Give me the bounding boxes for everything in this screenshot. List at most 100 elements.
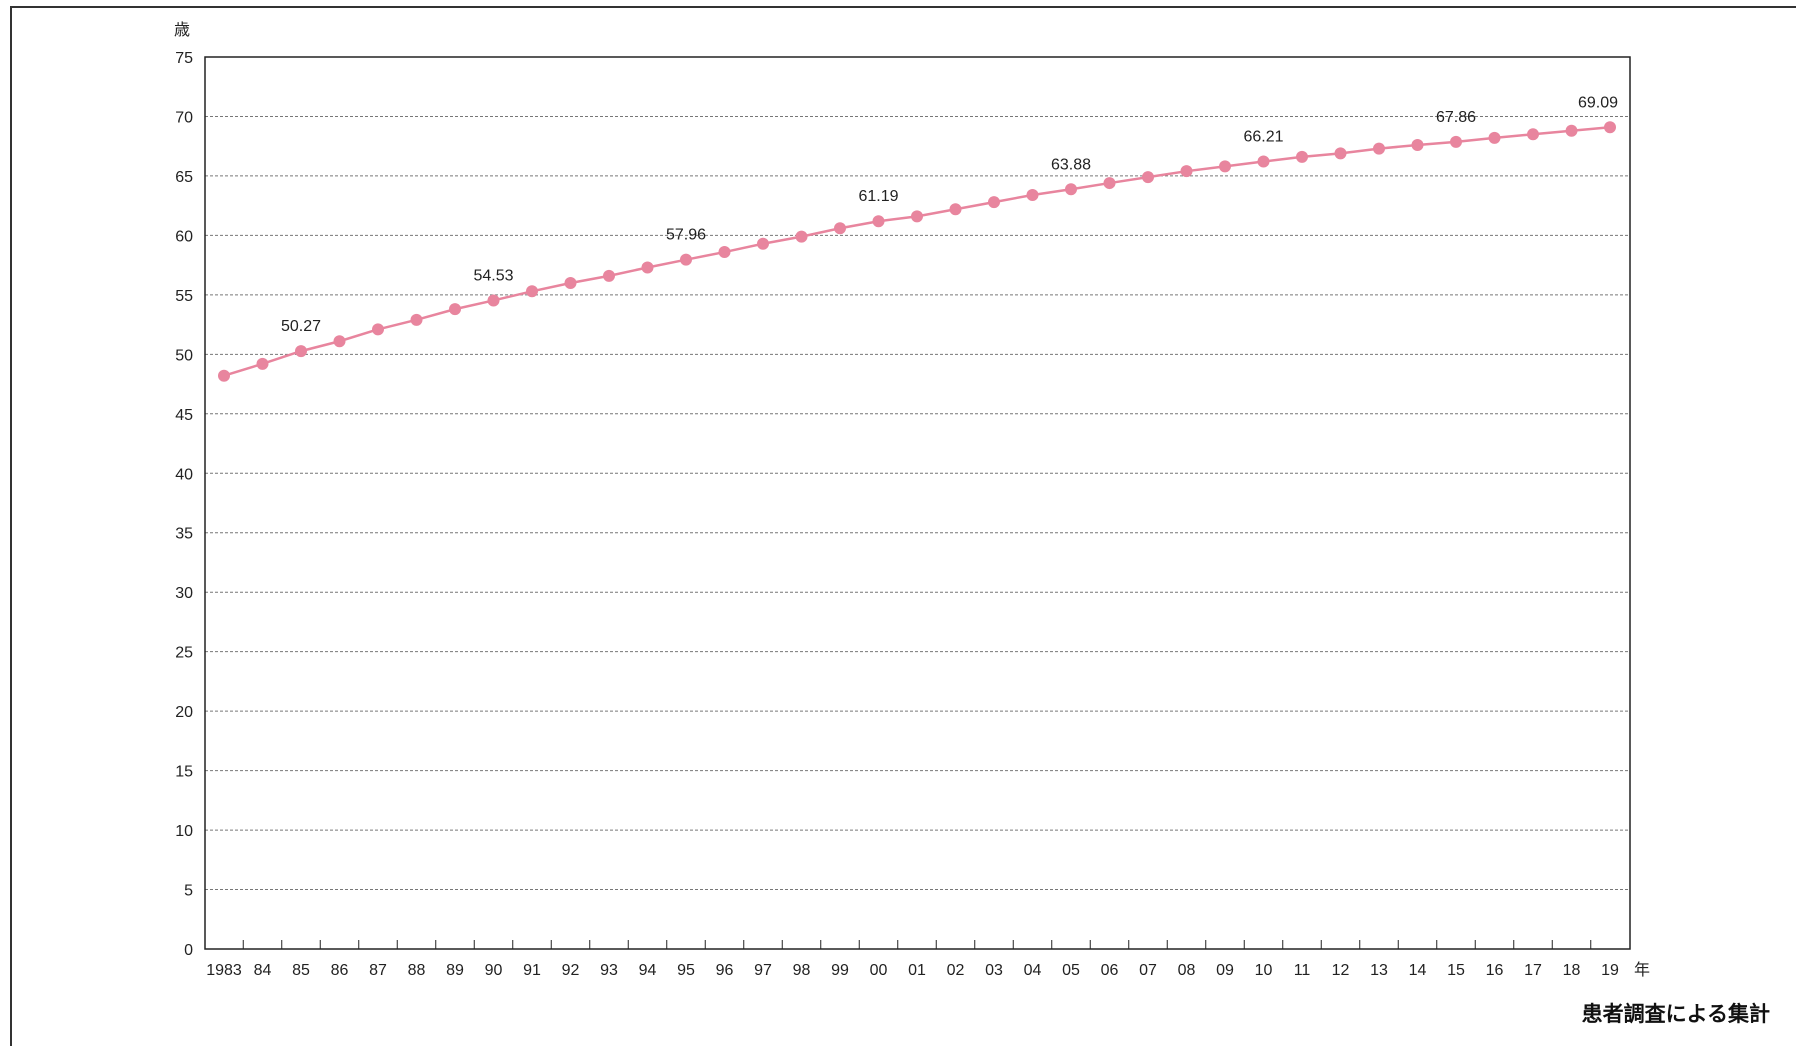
data-point [603,269,615,282]
x-tick-label: 16 [1486,962,1504,979]
data-point [949,203,962,216]
data-point [1411,139,1424,152]
plot-area [204,56,1631,950]
data-point [1296,150,1308,163]
data-point [1257,155,1270,168]
data-point [641,261,654,274]
y-tick-label: 35 [175,526,193,543]
x-axis-unit-label: 年 [1634,961,1650,979]
x-tick-label: 88 [408,962,426,979]
data-point [1373,142,1385,155]
data-point [1488,131,1501,144]
data-point [1065,183,1077,196]
series-line [223,126,1611,377]
data-point [1180,165,1193,178]
y-tick-label: 65 [175,169,193,186]
data-point [1103,177,1116,190]
data-label: 63.88 [1051,156,1091,173]
x-tick-label: 92 [562,962,580,979]
y-tick-label: 40 [175,466,193,483]
x-tick-label: 89 [446,962,464,979]
x-tick-label: 98 [793,962,811,979]
y-tick-label: 50 [175,347,193,364]
data-point [834,222,846,235]
x-tick-label: 00 [870,962,888,979]
x-tick-label: 03 [985,962,1003,979]
data-point [911,210,923,223]
x-tick-label: 04 [1024,962,1042,979]
y-tick-label: 75 [175,50,193,67]
data-label: 69.09 [1578,94,1618,111]
x-tick-label: 95 [677,962,695,979]
x-tick-label: 14 [1409,962,1427,979]
data-labels: 50.27 54.53 57.96 61.19 63.88 66.21 67.86 69.09 [281,94,1618,335]
data-point [410,313,423,326]
y-tick-label: 30 [175,585,193,602]
figure-frame [10,6,1796,1046]
y-axis-unit-label: 歳 [174,21,190,39]
data-label: 54.53 [473,267,513,284]
x-tick-label: 06 [1101,962,1119,979]
data-label: 67.86 [1436,109,1476,126]
data-point [487,294,500,307]
y-tick-label: 45 [175,407,193,424]
y-tick-label: 60 [175,228,193,245]
x-tick-label: 94 [639,962,657,979]
y-axis: 0 5 10 15 20 25 30 35 40 45 50 55 60 65 70 75 [175,50,193,959]
x-tick-label: 96 [716,962,734,979]
data-point [1565,124,1578,137]
y-tick-label: 70 [175,109,193,126]
x-tick-label: 97 [754,962,772,979]
x-tick-label: 07 [1139,962,1157,979]
data-point [333,335,346,348]
data-point [988,196,1000,209]
x-tick-label: 84 [254,962,272,979]
data-label: 50.27 [281,318,321,335]
data-point [1219,160,1231,173]
data-point [256,357,269,370]
data-point [718,246,731,259]
data-point [218,369,230,382]
y-tick-label: 5 [184,883,193,900]
x-tick-label: 13 [1370,962,1388,979]
source-note: 患者調査による集計 [1581,1002,1770,1026]
x-tick-label: 99 [831,962,849,979]
data-point [1450,135,1462,148]
x-tick-label: 05 [1062,962,1080,979]
x-tick-label: 15 [1447,962,1465,979]
data-point [1527,128,1539,141]
x-tick-label: 86 [331,962,349,979]
x-tick-label: 1983 [206,962,242,979]
series-average-age [218,121,1616,382]
x-tick-label: 01 [908,962,926,979]
x-tick-label: 08 [1178,962,1196,979]
data-point [526,285,538,298]
data-label: 57.96 [666,227,706,244]
x-tick-label: 10 [1255,962,1273,979]
gridlines [205,115,1630,891]
x-tick-label: 09 [1216,962,1234,979]
data-point [1142,171,1154,184]
data-point [1334,147,1347,160]
x-tick-label: 02 [947,962,965,979]
x-tick-label: 90 [485,962,503,979]
y-tick-label: 0 [184,942,193,959]
data-point [295,345,307,358]
data-point [795,230,808,243]
y-tick-label: 10 [175,823,193,840]
x-tick-label: 91 [523,962,541,979]
data-point [680,253,692,266]
data-point [449,303,461,316]
y-tick-label: 20 [175,704,193,721]
data-point [1026,188,1039,201]
y-tick-label: 15 [175,764,193,781]
x-tick-label: 93 [600,962,618,979]
x-axis: 1983 84 85 86 87 88 89 90 91 92 93 94 95 96 97 98 99 00 01… [206,940,1619,979]
data-label: 61.19 [858,188,898,205]
x-tick-label: 11 [1294,962,1311,979]
x-tick-label: 85 [292,962,310,979]
x-tick-label: 12 [1332,962,1350,979]
data-point [872,215,885,228]
data-point [372,323,384,336]
